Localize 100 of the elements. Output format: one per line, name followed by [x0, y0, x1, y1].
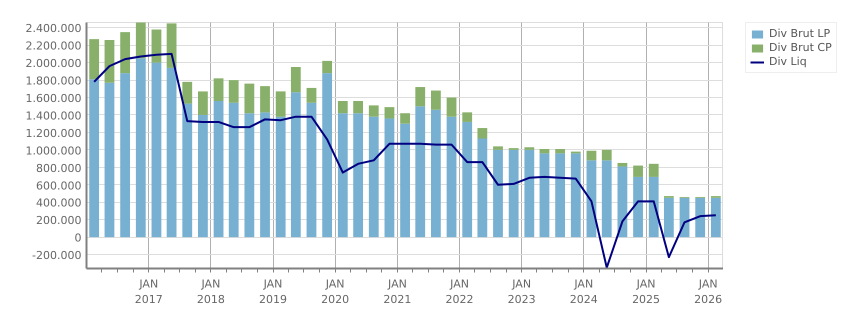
bar [166, 68, 176, 238]
bar [633, 176, 643, 238]
bar [244, 113, 254, 238]
line-series [93, 52, 717, 268]
bar [198, 114, 208, 238]
y-tick-label: 1.400.000 [26, 109, 82, 122]
bar [524, 150, 534, 238]
bar [214, 78, 224, 102]
bar [152, 62, 162, 238]
bar [400, 113, 410, 124]
x-tick-label: JAN 2025 [632, 278, 660, 306]
y-tick-label: 200.000 [36, 214, 82, 228]
bar [322, 60, 332, 74]
bar [276, 116, 286, 238]
y-tick-label: 0 [74, 232, 82, 245]
bar [680, 198, 690, 238]
bar [89, 79, 100, 238]
bar [508, 150, 519, 238]
bar [228, 80, 239, 103]
bar [633, 166, 643, 177]
bar [493, 150, 503, 238]
bar [446, 116, 456, 238]
bar [648, 164, 659, 177]
bar [368, 105, 379, 117]
bar [306, 102, 316, 238]
bar [664, 198, 674, 238]
bar [322, 73, 332, 238]
bar [104, 82, 114, 238]
bar [338, 101, 348, 114]
bar [290, 66, 301, 92]
bar [338, 113, 348, 238]
y-tick-label: 1.200.000 [26, 126, 82, 140]
bar [260, 86, 270, 112]
bar [120, 32, 130, 74]
bar [462, 112, 472, 122]
x-tick-label: JAN 2018 [196, 278, 225, 306]
x-tick-label: JAN 2026 [694, 278, 722, 306]
bar [415, 106, 426, 238]
bar [493, 146, 503, 150]
bar [618, 166, 628, 238]
y-tick-label: 2.400.000 [26, 22, 82, 36]
x-tick-label: JAN 2021 [383, 278, 412, 306]
legend-label: Div Brut LP [769, 27, 830, 40]
bar [89, 39, 100, 80]
bar [430, 90, 441, 110]
bar [182, 104, 192, 238]
y-tick-label: -200.000 [32, 249, 82, 262]
bar [182, 82, 192, 104]
bar [586, 150, 596, 160]
bar [446, 98, 456, 117]
x-tick-label: JAN 2024 [570, 278, 598, 306]
bar [276, 91, 286, 117]
bar [710, 198, 721, 238]
x-tick-label: JAN 2017 [134, 278, 163, 306]
y-tick-label: 600.000 [36, 179, 82, 192]
bar [166, 23, 176, 68]
bar [353, 113, 364, 238]
bar [618, 162, 628, 166]
bar [136, 58, 146, 238]
bar [104, 40, 114, 83]
bar [260, 112, 270, 238]
bar [555, 148, 566, 154]
bar [540, 153, 550, 238]
bar [306, 88, 316, 103]
bar [290, 92, 301, 238]
y-tick-label: 2.200.000 [26, 40, 82, 53]
bar [415, 87, 426, 106]
y-tick-label: 1.600.000 [26, 92, 82, 106]
y-tick-label: 1.800.000 [26, 74, 82, 88]
y-tick-label: 800.000 [36, 162, 82, 175]
bar [228, 102, 239, 238]
bar [120, 73, 130, 238]
bar [540, 148, 550, 154]
x-tick-label: JAN 2020 [321, 278, 350, 306]
x-tick-label: JAN 2023 [508, 278, 536, 306]
bar [462, 122, 472, 238]
bar [244, 84, 254, 114]
bar [524, 147, 534, 150]
y-tick-label: 2.000.000 [26, 57, 82, 70]
legend-label: Div Liq [769, 55, 807, 68]
legend-label: Div Brut CP [769, 41, 832, 54]
bar [198, 91, 208, 115]
bar [368, 116, 379, 238]
y-tick-label: 1.000.000 [26, 144, 82, 158]
bar [136, 22, 146, 58]
x-tick-label: JAN 2019 [259, 278, 288, 306]
bar [384, 118, 394, 238]
bar [602, 160, 612, 238]
bar [570, 153, 581, 238]
x-tick-label: JAN 2022 [446, 278, 474, 306]
bar [430, 110, 441, 238]
bar [152, 29, 162, 63]
bar [477, 128, 488, 139]
bar [555, 153, 566, 238]
bar [214, 101, 224, 238]
bar [586, 160, 596, 238]
bar [602, 150, 612, 160]
bar [384, 107, 394, 118]
bar [400, 124, 410, 238]
bar [695, 198, 706, 238]
